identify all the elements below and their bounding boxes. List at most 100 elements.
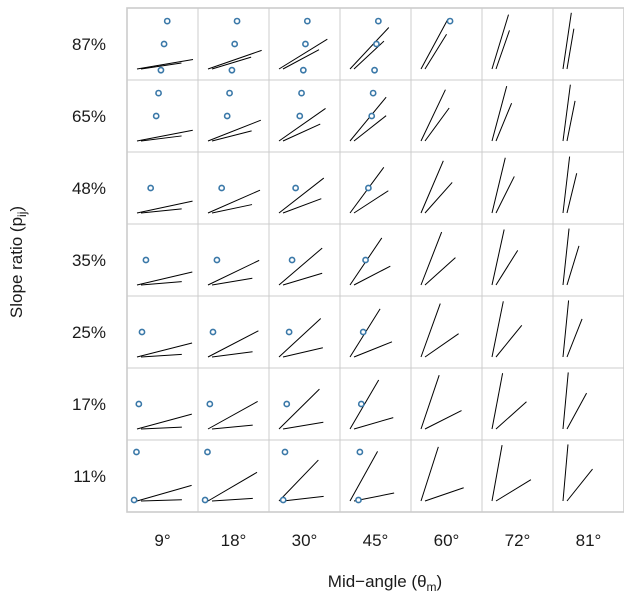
curve-point: [364, 184, 372, 192]
curve-point: [371, 66, 378, 74]
y-tick-label: 48%: [72, 179, 106, 198]
curve-point: [218, 184, 226, 192]
slope-line-steep: [136, 59, 194, 70]
slope-line-steep: [420, 18, 449, 70]
curve-point: [288, 256, 296, 264]
slope-line-steep: [349, 96, 387, 142]
slope-line-shallow: [282, 272, 323, 286]
curve-point: [369, 89, 377, 97]
curve-point: [155, 89, 162, 97]
y-tick-labels: 87% 65% 48% 35% 25% 17% 11%: [72, 35, 106, 486]
slope-line-steep: [420, 446, 439, 502]
slope-line-shallow: [495, 479, 532, 502]
curve-point: [157, 66, 165, 74]
slope-line-steep: [562, 444, 569, 502]
curve-point: [228, 66, 236, 74]
slope-line-shallow: [140, 353, 182, 358]
slope-line-steep: [278, 388, 320, 430]
slope-line-steep: [562, 12, 572, 70]
slope-line-shallow: [140, 426, 182, 430]
curve-point: [356, 448, 364, 456]
slope-line-shallow: [566, 173, 578, 214]
slope-line-steep: [491, 229, 505, 286]
slope-line-steep: [278, 108, 326, 142]
y-tick-label: 11%: [73, 467, 106, 486]
slope-line-shallow: [211, 204, 253, 214]
slope-line-shallow: [566, 392, 588, 430]
slope-line-shallow: [495, 324, 523, 358]
y-tick-label: 35%: [72, 251, 106, 270]
curve-point: [163, 17, 171, 25]
slope-line-shallow: [424, 182, 453, 214]
curve-point: [283, 400, 291, 408]
slope-line-shallow: [353, 417, 394, 430]
x-tick-label: 72°: [505, 531, 531, 550]
slope-line-shallow: [566, 28, 575, 70]
slope-line-steep: [562, 84, 571, 142]
curve-point: [231, 40, 239, 48]
slope-line-shallow: [140, 499, 182, 502]
slope-line-shallow: [282, 49, 320, 70]
y-tick-label: 17%: [72, 395, 106, 414]
slope-line-steep: [136, 413, 192, 430]
curve-point: [302, 40, 309, 48]
slope-line-steep: [136, 484, 192, 502]
slope-line-shallow: [353, 115, 387, 142]
slope-line-steep: [491, 157, 506, 214]
curve-point: [142, 256, 150, 264]
curve-point: [223, 112, 231, 120]
slope-line-steep: [278, 177, 325, 214]
curve-point: [296, 112, 304, 120]
curve-point: [368, 112, 376, 120]
curve-point: [355, 496, 362, 504]
curve-point: [213, 256, 221, 264]
slope-line-steep: [207, 189, 261, 214]
slope-line-steep: [491, 86, 508, 142]
x-tick-labels: 9° 18° 30° 45° 60° 72° 81°: [154, 531, 601, 550]
curve-point: [357, 400, 365, 408]
slope-line-shallow: [140, 208, 182, 214]
slope-line-steep: [562, 228, 570, 286]
x-tick-label: 81°: [576, 531, 602, 550]
curve-point: [133, 448, 140, 456]
curve-point: [359, 328, 367, 336]
slope-line-steep: [278, 459, 319, 502]
slope-line-steep: [562, 156, 571, 214]
curve-point: [292, 184, 300, 192]
slope-line-shallow: [495, 103, 513, 142]
slope-line-steep: [562, 300, 570, 358]
slope-line-steep: [491, 373, 504, 430]
x-tick-label: 60°: [434, 531, 460, 550]
curve-point: [209, 328, 217, 336]
plot-frame: [126, 7, 624, 513]
slope-line-shallow: [495, 176, 515, 214]
curve-point: [152, 112, 160, 120]
x-tick-label: 9°: [154, 531, 170, 550]
curve-point: [298, 89, 305, 97]
x-axis-title: Mid−angle (θm): [328, 572, 442, 593]
x-tick-label: 30°: [292, 531, 318, 550]
slope-line-steep: [136, 200, 193, 214]
curve-point: [135, 400, 143, 408]
slope-line-shallow: [211, 277, 253, 286]
slope-line-steep: [136, 342, 193, 358]
slope-line-shallow: [424, 410, 462, 430]
slope-line-shallow: [282, 123, 321, 142]
slope-line-shallow: [211, 56, 252, 70]
y-tick-label: 65%: [72, 107, 106, 126]
curve-point: [233, 17, 241, 25]
slope-line-steep: [562, 372, 569, 430]
x-tick-label: 45°: [363, 531, 389, 550]
curve-point: [299, 66, 307, 74]
slope-line-shallow: [424, 33, 447, 70]
slope-line-shallow: [495, 250, 519, 286]
slope-line-shallow: [566, 318, 583, 358]
curve-point: [206, 400, 214, 408]
curve-point: [362, 256, 369, 264]
curve-point: [281, 448, 289, 456]
curve-point: [374, 17, 382, 25]
curve-point: [160, 40, 168, 48]
slope-line-shallow: [495, 401, 527, 430]
plot-panel: [126, 7, 624, 513]
